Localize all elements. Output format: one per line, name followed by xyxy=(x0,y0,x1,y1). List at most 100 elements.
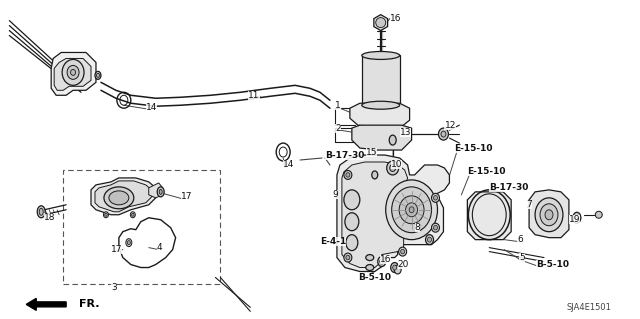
Text: 14: 14 xyxy=(146,103,157,112)
Ellipse shape xyxy=(573,212,581,223)
Text: 4: 4 xyxy=(157,243,163,252)
Ellipse shape xyxy=(428,237,431,242)
Ellipse shape xyxy=(394,265,401,274)
Ellipse shape xyxy=(39,208,44,215)
Polygon shape xyxy=(95,181,152,212)
Ellipse shape xyxy=(62,59,84,85)
Text: 10: 10 xyxy=(390,160,402,169)
Text: 12: 12 xyxy=(444,121,456,130)
Bar xyxy=(362,56,399,105)
Polygon shape xyxy=(374,15,388,31)
Text: 18: 18 xyxy=(44,213,56,222)
Text: SJA4E1501: SJA4E1501 xyxy=(566,303,611,312)
Ellipse shape xyxy=(366,255,374,261)
Ellipse shape xyxy=(441,131,446,137)
Polygon shape xyxy=(350,103,410,128)
Text: 13: 13 xyxy=(399,128,411,137)
Ellipse shape xyxy=(346,255,350,260)
Ellipse shape xyxy=(387,161,399,175)
Ellipse shape xyxy=(393,265,397,270)
Bar xyxy=(63,170,220,285)
Text: B-5-10: B-5-10 xyxy=(536,260,569,269)
Ellipse shape xyxy=(401,249,404,254)
Text: 16: 16 xyxy=(390,14,401,23)
Text: 16: 16 xyxy=(380,255,391,264)
Ellipse shape xyxy=(132,213,134,216)
Polygon shape xyxy=(352,125,412,150)
Polygon shape xyxy=(529,190,569,238)
Text: 3: 3 xyxy=(111,283,116,292)
Text: 2: 2 xyxy=(335,124,340,133)
Ellipse shape xyxy=(389,135,396,145)
Text: E-15-10: E-15-10 xyxy=(467,167,506,176)
Ellipse shape xyxy=(344,190,360,210)
Ellipse shape xyxy=(157,187,164,197)
Ellipse shape xyxy=(545,210,553,220)
Ellipse shape xyxy=(376,18,386,27)
Ellipse shape xyxy=(399,196,424,224)
Polygon shape xyxy=(337,155,449,271)
Text: B-17-30: B-17-30 xyxy=(325,151,364,160)
Ellipse shape xyxy=(366,264,374,271)
Ellipse shape xyxy=(372,171,378,179)
Text: 17: 17 xyxy=(111,245,122,254)
Ellipse shape xyxy=(109,191,129,205)
Polygon shape xyxy=(91,178,156,215)
Ellipse shape xyxy=(390,165,396,171)
Polygon shape xyxy=(54,58,91,90)
Ellipse shape xyxy=(104,212,108,218)
Ellipse shape xyxy=(378,256,386,267)
Ellipse shape xyxy=(426,235,433,245)
Polygon shape xyxy=(51,52,96,95)
Ellipse shape xyxy=(37,206,45,218)
Text: 20: 20 xyxy=(397,260,409,269)
Text: 8: 8 xyxy=(415,223,420,232)
Ellipse shape xyxy=(431,193,440,202)
Text: 9: 9 xyxy=(332,190,338,199)
Ellipse shape xyxy=(67,65,79,79)
Text: 11: 11 xyxy=(248,91,260,100)
Text: 7: 7 xyxy=(526,200,532,209)
Ellipse shape xyxy=(70,70,76,75)
Text: 15: 15 xyxy=(366,147,378,157)
Polygon shape xyxy=(342,162,408,268)
Text: 17: 17 xyxy=(180,192,192,201)
Ellipse shape xyxy=(431,223,440,232)
Ellipse shape xyxy=(438,128,449,140)
Text: 1: 1 xyxy=(335,101,340,110)
Ellipse shape xyxy=(159,189,162,194)
Ellipse shape xyxy=(392,187,431,233)
Ellipse shape xyxy=(399,247,406,256)
Ellipse shape xyxy=(344,253,352,262)
Ellipse shape xyxy=(127,241,131,245)
Ellipse shape xyxy=(433,196,438,200)
Ellipse shape xyxy=(346,235,358,251)
Text: B-17-30: B-17-30 xyxy=(489,183,529,192)
Ellipse shape xyxy=(362,51,399,59)
Ellipse shape xyxy=(386,180,438,240)
Polygon shape xyxy=(467,192,511,240)
Ellipse shape xyxy=(131,212,135,218)
Ellipse shape xyxy=(344,170,352,179)
Text: 19: 19 xyxy=(569,215,580,224)
Text: E-15-10: E-15-10 xyxy=(454,144,493,152)
Text: E-4-1: E-4-1 xyxy=(320,237,346,246)
Ellipse shape xyxy=(540,204,558,226)
Ellipse shape xyxy=(126,239,132,247)
Ellipse shape xyxy=(380,259,384,264)
Ellipse shape xyxy=(97,73,99,78)
Ellipse shape xyxy=(345,213,359,231)
Ellipse shape xyxy=(406,203,417,217)
Ellipse shape xyxy=(95,71,101,79)
Ellipse shape xyxy=(433,226,438,230)
Ellipse shape xyxy=(104,187,134,209)
Ellipse shape xyxy=(409,207,414,213)
Ellipse shape xyxy=(535,198,563,232)
Text: 5: 5 xyxy=(519,253,525,262)
Text: B-5-10: B-5-10 xyxy=(358,273,391,282)
FancyArrow shape xyxy=(26,298,66,310)
Text: 6: 6 xyxy=(517,235,523,244)
Ellipse shape xyxy=(105,213,107,216)
Ellipse shape xyxy=(346,173,350,177)
Text: 14: 14 xyxy=(283,160,294,169)
